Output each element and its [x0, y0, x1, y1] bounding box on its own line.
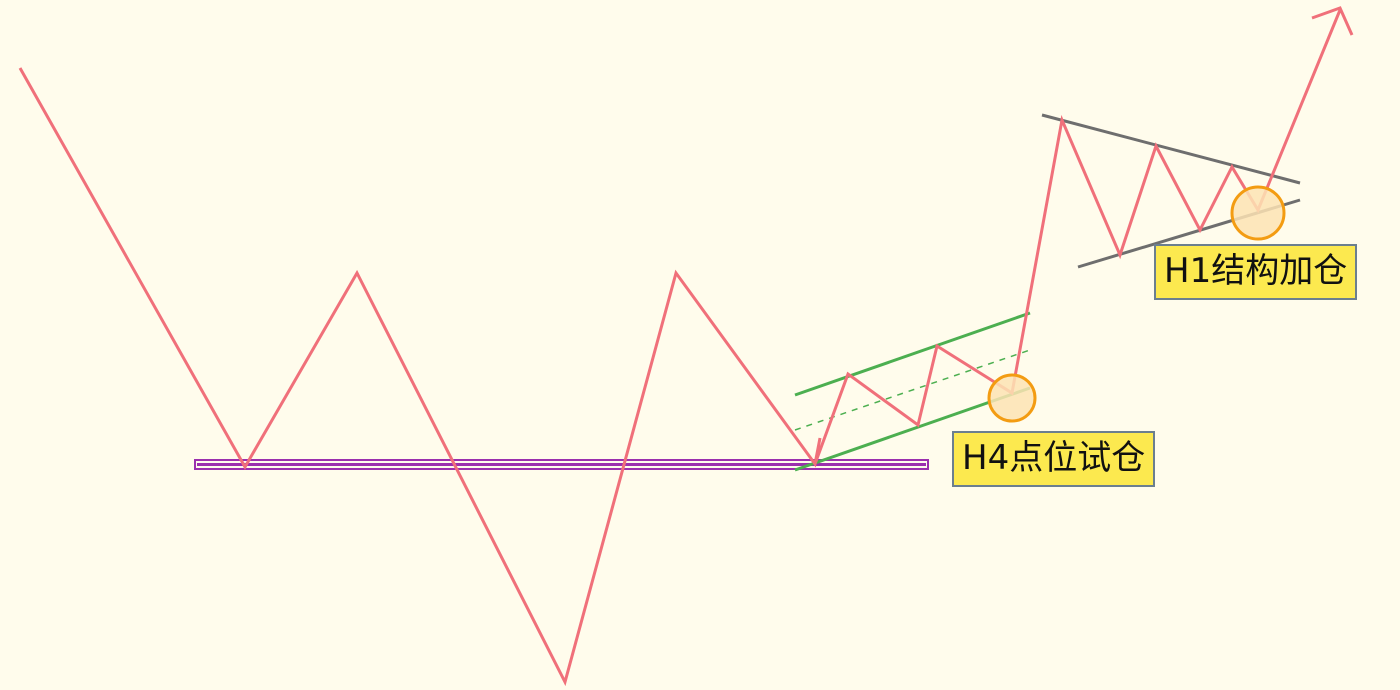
h4-entry-circle	[987, 373, 1037, 423]
h4-entry-label: H4点位试仓	[952, 431, 1156, 487]
price-zigzag-line	[18, 9, 1342, 687]
h1-add-circle	[1230, 185, 1286, 241]
h1-add-label: H1结构加仓	[1154, 244, 1358, 300]
support-level-line	[194, 459, 929, 470]
channel-upper-line	[794, 311, 1031, 397]
uptrend-arrow-icon	[1311, 6, 1354, 36]
channel-mid-dashed-line	[794, 349, 1031, 431]
triangle-upper-line	[1041, 113, 1301, 185]
